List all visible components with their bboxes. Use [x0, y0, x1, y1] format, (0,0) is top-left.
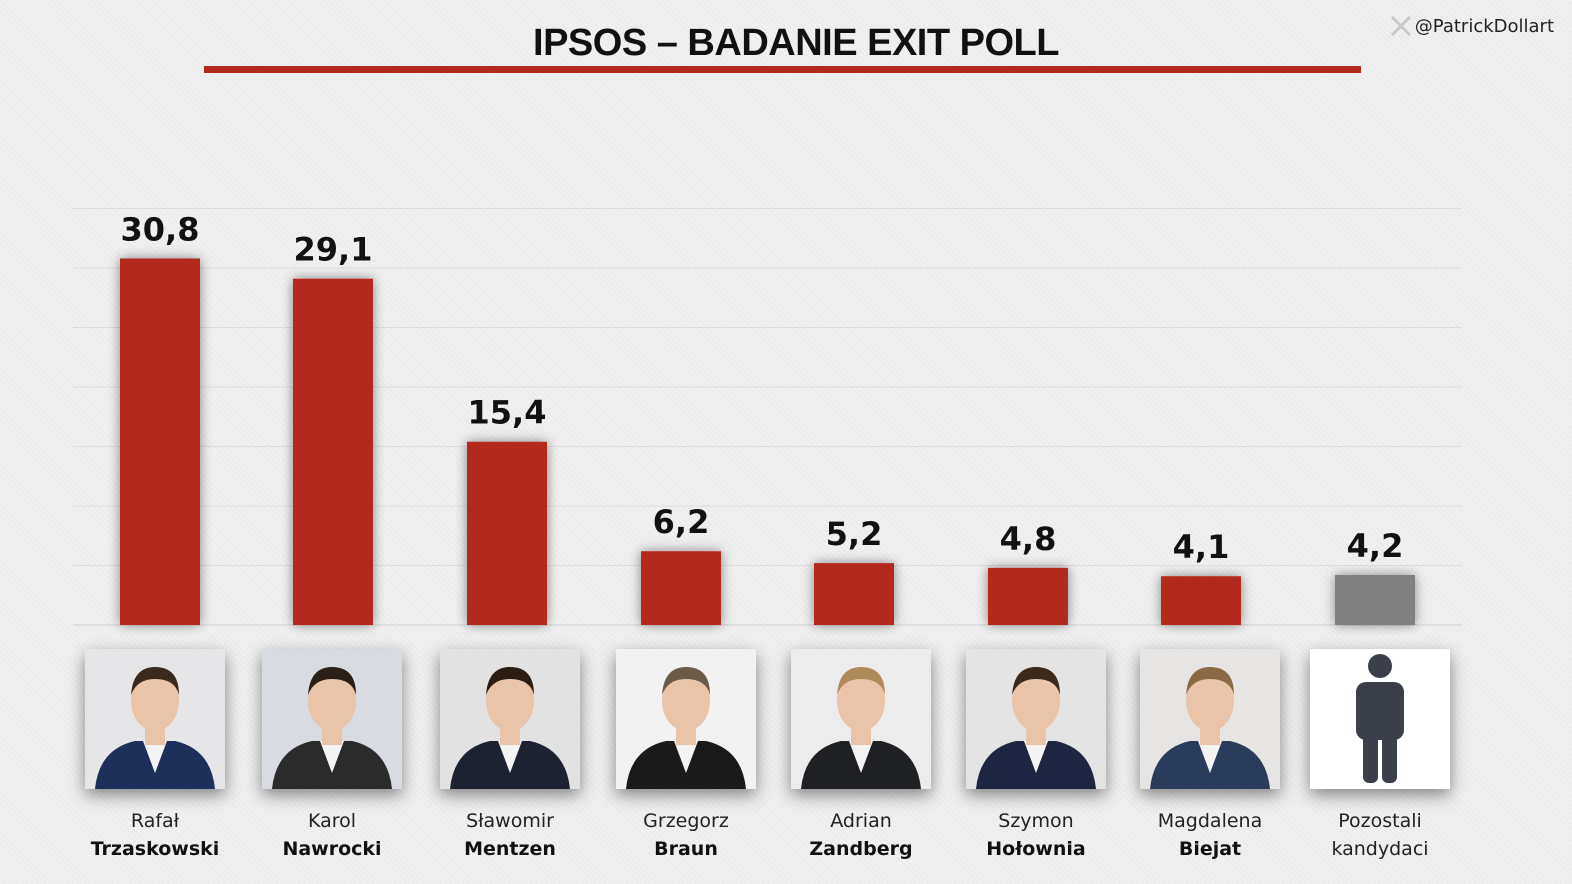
candidate-last-name: Trzaskowski: [90, 838, 220, 860]
nawrocki-photo: [262, 649, 402, 789]
data-label: 4,2: [1347, 527, 1404, 565]
data-label: 5,2: [826, 515, 883, 553]
x-logo-icon: [1390, 15, 1411, 37]
candidate-first-name: Sławomir: [466, 810, 554, 832]
candidate-name: Grzegorz Braun: [591, 807, 781, 863]
biejat-photo: [1140, 649, 1280, 789]
zandberg-photo: [791, 649, 931, 789]
candidate-name: Sławomir Mentzen: [415, 807, 605, 863]
candidate-first-name: Szymon: [998, 810, 1074, 832]
bar: [120, 258, 200, 625]
mentzen-photo: [440, 649, 580, 789]
bar: [1335, 575, 1415, 625]
data-label: 29,1: [294, 231, 373, 269]
candidate-last-name: Nawrocki: [282, 838, 382, 860]
data-label: 4,1: [1173, 528, 1230, 566]
candidate-name: Magdalena Biejat: [1115, 807, 1305, 863]
bar: [1161, 576, 1241, 625]
bar: [641, 551, 721, 625]
candidate-name: Szymon Hołownia: [941, 807, 1131, 863]
chart-title: IPSOS – BADANIE EXIT POLL: [533, 22, 1059, 64]
author-handle: @PatrickDollart: [1414, 15, 1554, 37]
candidate-first-name: Adrian: [830, 810, 892, 832]
braun-photo: [616, 649, 756, 789]
author-credit: @PatrickDollart: [1390, 15, 1554, 37]
bar: [467, 441, 547, 625]
data-label: 6,2: [653, 503, 710, 541]
candidate-last-name: Hołownia: [986, 838, 1086, 860]
candidate-name: Adrian Zandberg: [766, 807, 956, 863]
candidate-first-name: Pozostali: [1338, 810, 1422, 832]
candidate-first-name: Grzegorz: [643, 810, 729, 832]
candidate-name: Pozostali kandydaci: [1285, 807, 1475, 863]
candidate-name: Rafał Trzaskowski: [60, 807, 250, 863]
candidate-last-name: Braun: [654, 838, 718, 860]
title-underline: [204, 66, 1361, 73]
candidate-last-name: Zandberg: [809, 838, 913, 860]
bar: [814, 563, 894, 625]
bar: [293, 278, 373, 625]
person-silhouette-icon: [1310, 649, 1450, 789]
candidate-last-name: Biejat: [1178, 838, 1242, 860]
data-label: 4,8: [1000, 520, 1057, 558]
candidate-first-name: Rafał: [130, 810, 180, 832]
bar: [988, 567, 1068, 625]
candidate-first-name: Karol: [307, 810, 357, 832]
candidate-last-name: kandydaci: [1331, 838, 1429, 860]
candidate-last-name: Mentzen: [464, 838, 556, 860]
data-label: 15,4: [468, 394, 547, 432]
holownia-photo: [966, 649, 1106, 789]
candidate-first-name: Magdalena: [1157, 810, 1263, 832]
trzaskowski-photo: [85, 649, 225, 789]
candidate-name: Karol Nawrocki: [237, 807, 427, 863]
data-label: 30,8: [121, 210, 200, 248]
